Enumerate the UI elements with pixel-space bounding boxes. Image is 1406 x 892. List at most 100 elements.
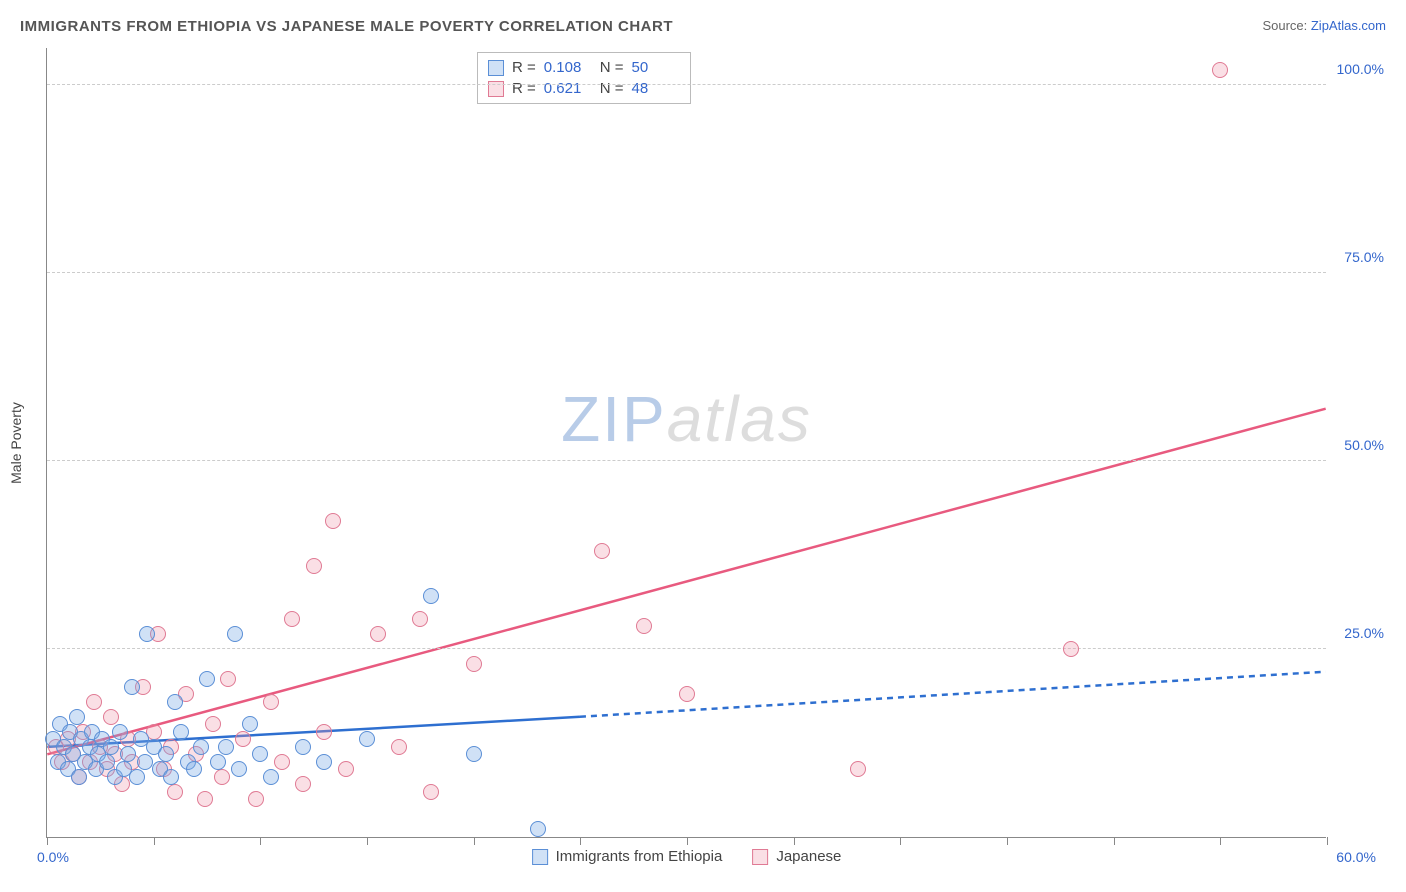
stats-row-ethiopia: R = 0.108 N = 50 [488,57,680,78]
data-point-ethiopia [530,821,546,837]
data-point-japanese [248,791,264,807]
data-point-ethiopia [129,769,145,785]
data-point-ethiopia [227,626,243,642]
gridline [47,84,1326,85]
y-axis-tick-label: 75.0% [1344,249,1384,265]
chart-title: IMMIGRANTS FROM ETHIOPIA VS JAPANESE MAL… [20,18,673,35]
data-point-ethiopia [139,626,155,642]
data-point-japanese [391,739,407,755]
data-point-ethiopia [359,731,375,747]
data-point-ethiopia [71,769,87,785]
data-point-japanese [295,776,311,792]
data-point-japanese [205,716,221,732]
data-point-japanese [466,656,482,672]
source-attribution: Source: ZipAtlas.com [1262,18,1386,33]
data-point-japanese [412,611,428,627]
data-point-japanese [220,671,236,687]
data-point-ethiopia [263,769,279,785]
n-value-japanese: 48 [632,80,680,97]
data-point-ethiopia [120,746,136,762]
data-point-japanese [423,784,439,800]
data-point-ethiopia [69,709,85,725]
r-label: R = [512,59,536,76]
data-point-ethiopia [218,739,234,755]
legend-item-japanese: Japanese [752,848,841,865]
x-axis-max-label: 60.0% [1336,849,1376,865]
swatch-ethiopia [488,60,504,76]
data-point-ethiopia [231,761,247,777]
data-point-japanese [338,761,354,777]
data-point-ethiopia [163,769,179,785]
data-point-japanese [1212,62,1228,78]
swatch-ethiopia-icon [532,849,548,865]
x-axis-tick [1007,837,1008,845]
data-point-japanese [679,686,695,702]
data-point-japanese [214,769,230,785]
data-point-japanese [167,784,183,800]
series-legend: Immigrants from Ethiopia Japanese [532,848,842,865]
watermark: ZIPatlas [561,382,812,456]
source-link[interactable]: ZipAtlas.com [1311,18,1386,33]
data-point-ethiopia [193,739,209,755]
data-point-ethiopia [173,724,189,740]
x-axis-tick [474,837,475,845]
data-point-japanese [316,724,332,740]
data-point-japanese [103,709,119,725]
data-point-japanese [850,761,866,777]
legend-label-japanese: Japanese [776,848,841,865]
data-point-japanese [86,694,102,710]
data-point-ethiopia [186,761,202,777]
data-point-ethiopia [167,694,183,710]
data-point-ethiopia [295,739,311,755]
data-point-ethiopia [112,724,128,740]
data-point-japanese [306,558,322,574]
x-axis-min-label: 0.0% [37,849,69,865]
n-value-ethiopia: 50 [632,59,680,76]
n-label: N = [600,80,624,97]
stats-row-japanese: R = 0.621 N = 48 [488,78,680,99]
data-point-japanese [284,611,300,627]
data-point-japanese [197,791,213,807]
data-point-japanese [263,694,279,710]
data-point-ethiopia [199,671,215,687]
x-axis-tick [900,837,901,845]
y-axis-tick-label: 50.0% [1344,437,1384,453]
r-label: R = [512,80,536,97]
x-axis-tick [687,837,688,845]
watermark-atlas: atlas [667,383,812,455]
data-point-ethiopia [158,746,174,762]
data-point-ethiopia [316,754,332,770]
data-point-japanese [274,754,290,770]
gridline [47,648,1326,649]
x-axis-tick [1114,837,1115,845]
source-prefix: Source: [1262,18,1310,33]
data-point-ethiopia [103,739,119,755]
x-axis-tick [47,837,48,845]
data-point-ethiopia [252,746,268,762]
data-point-japanese [325,513,341,529]
legend-label-ethiopia: Immigrants from Ethiopia [556,848,723,865]
data-point-japanese [1063,641,1079,657]
legend-item-ethiopia: Immigrants from Ethiopia [532,848,723,865]
data-point-japanese [235,731,251,747]
gridline [47,272,1326,273]
y-axis-title: Male Poverty [8,402,24,484]
data-point-japanese [370,626,386,642]
swatch-japanese-icon [752,849,768,865]
data-point-ethiopia [124,679,140,695]
gridline [47,460,1326,461]
x-axis-tick [1327,837,1328,845]
x-axis-tick [154,837,155,845]
data-point-ethiopia [210,754,226,770]
data-point-ethiopia [423,588,439,604]
data-point-japanese [594,543,610,559]
n-label: N = [600,59,624,76]
x-axis-tick [367,837,368,845]
data-point-ethiopia [466,746,482,762]
data-point-ethiopia [137,754,153,770]
data-point-japanese [636,618,652,634]
x-axis-tick [1220,837,1221,845]
y-axis-tick-label: 25.0% [1344,625,1384,641]
scatter-plot-area: ZIPatlas R = 0.108 N = 50 R = 0.621 N = … [46,48,1326,838]
watermark-zip: ZIP [561,383,667,455]
